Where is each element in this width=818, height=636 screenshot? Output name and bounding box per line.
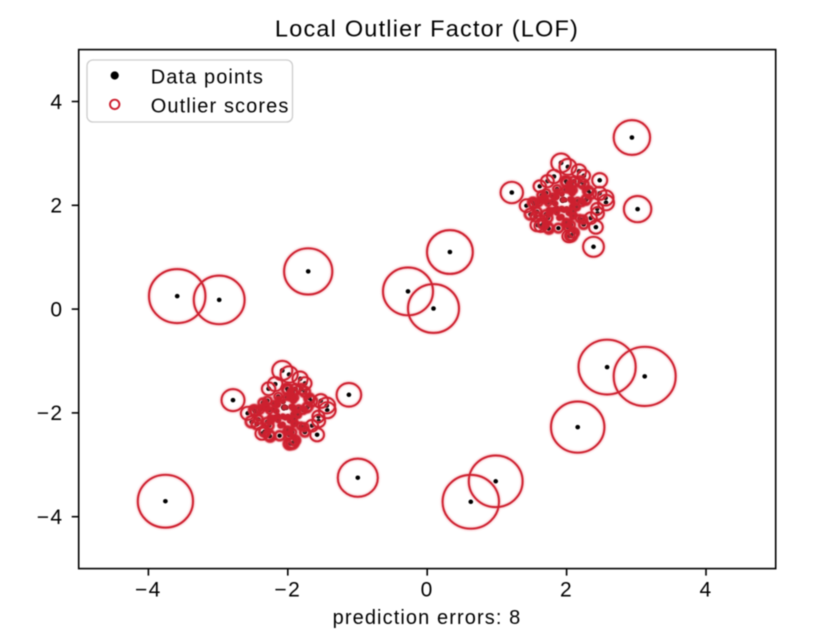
svg-text:Data points: Data points bbox=[151, 67, 264, 89]
svg-text:4: 4 bbox=[50, 91, 63, 114]
svg-text:Outlier scores: Outlier scores bbox=[151, 95, 290, 117]
svg-text:−2: −2 bbox=[274, 579, 301, 602]
svg-text:4: 4 bbox=[699, 579, 712, 602]
svg-text:2: 2 bbox=[560, 579, 573, 602]
svg-text:−4: −4 bbox=[37, 506, 64, 529]
svg-text:prediction errors: 8: prediction errors: 8 bbox=[333, 607, 522, 629]
svg-text:Local Outlier Factor (LOF): Local Outlier Factor (LOF) bbox=[275, 16, 579, 42]
svg-text:2: 2 bbox=[50, 195, 63, 218]
svg-text:0: 0 bbox=[421, 579, 434, 602]
svg-text:−4: −4 bbox=[135, 579, 162, 602]
svg-text:0: 0 bbox=[50, 298, 63, 321]
svg-text:−2: −2 bbox=[37, 402, 64, 425]
